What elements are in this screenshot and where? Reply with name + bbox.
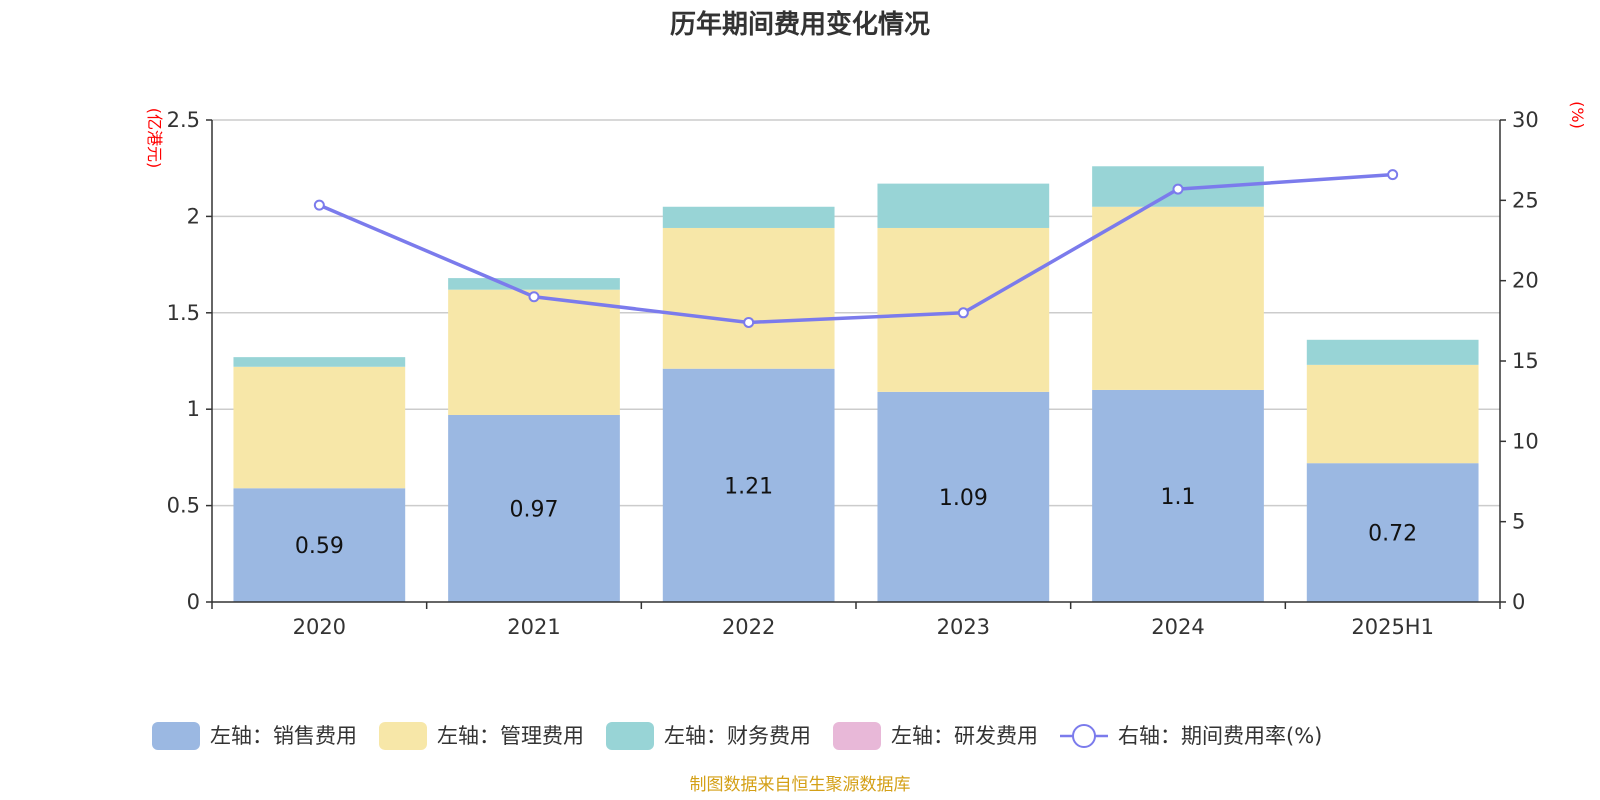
bar-segment <box>662 227 835 369</box>
line-point <box>743 316 755 328</box>
legend-label: 左轴：财务费用 <box>664 724 811 748</box>
x-axis-tick-label: 2022 <box>722 615 775 639</box>
bar-value-label: 1.21 <box>724 474 773 499</box>
legend-swatch <box>606 722 654 750</box>
left-axis-tick-label: 2.5 <box>167 108 200 132</box>
left-axis-tick-label: 0 <box>187 590 200 614</box>
right-axis-tick-label: 30 <box>1512 108 1539 132</box>
gridlines <box>212 119 1500 507</box>
x-axis-tick-label: 2025H1 <box>1351 615 1434 639</box>
axes: 0 0.5 1 1.5 2 2.5 0 5 10 15 20 25 30 (亿港元) (%) 2020 2021… <box>145 101 1587 639</box>
legend-label: 右轴：期间费用率(%) <box>1118 724 1322 748</box>
bar-segment <box>662 206 835 228</box>
bar-segment <box>448 414 620 602</box>
bar-segment <box>233 488 406 602</box>
bar-segment <box>448 278 620 290</box>
x-axis-tick-label: 2021 <box>507 615 560 639</box>
right-axis-tick-label: 0 <box>1512 590 1525 614</box>
bar-segment <box>1306 463 1479 602</box>
expense-rate-line <box>318 172 1393 325</box>
legend: 左轴：销售费用 左轴：管理费用 左轴：财务费用 左轴：研发费用 右轴：期间费用率(%) <box>152 722 1322 750</box>
bar-value-label: 1.09 <box>939 486 988 511</box>
line-series <box>313 169 1399 328</box>
bar-segment <box>233 357 406 367</box>
legend-swatch <box>152 722 200 750</box>
line-point <box>1172 183 1184 195</box>
bar-segment <box>1306 364 1479 464</box>
right-axis-tick-label: 5 <box>1512 510 1525 534</box>
bar-segment <box>1092 389 1264 602</box>
legend-label: 左轴：管理费用 <box>437 724 584 748</box>
legend-marker <box>1072 724 1096 748</box>
right-axis-unit: (%) <box>1568 101 1587 129</box>
line-point <box>957 307 969 319</box>
line-point <box>313 199 325 211</box>
left-axis-tick-label: 0.5 <box>167 494 200 518</box>
bar-segment <box>1092 206 1264 390</box>
right-axis-tick-label: 25 <box>1512 188 1539 212</box>
data-labels: 0.59 0.97 1.21 1.09 1.1 0.72 <box>295 474 1417 559</box>
bar-value-label: 0.97 <box>510 497 559 522</box>
legend-label: 左轴：销售费用 <box>210 724 357 748</box>
bar-value-label: 1.1 <box>1161 485 1196 510</box>
x-axis-tick-label: 2023 <box>937 615 990 639</box>
bar-segment <box>877 183 1050 228</box>
line-point <box>528 291 540 303</box>
left-axis-unit: (亿港元) <box>145 108 164 169</box>
chart-title: 历年期间费用变化情况 <box>670 9 930 40</box>
x-axis-tick-label: 2020 <box>293 615 346 639</box>
right-axis-tick-label: 20 <box>1512 269 1539 293</box>
x-axis-tick-label: 2024 <box>1151 615 1204 639</box>
line-point <box>1387 169 1399 181</box>
bar-series <box>233 166 1479 602</box>
right-axis-tick-label: 15 <box>1512 349 1539 373</box>
legend-swatch <box>379 722 427 750</box>
bar-segment <box>662 368 835 602</box>
left-axis-tick-label: 1 <box>187 397 200 421</box>
bar-segment <box>877 391 1050 602</box>
left-axis-tick-label: 2 <box>187 204 200 228</box>
bar-value-label: 0.72 <box>1368 522 1417 547</box>
source-note: 制图数据来自恒生聚源数据库 <box>690 775 911 795</box>
left-axis-tick-label: 1.5 <box>167 301 200 325</box>
legend-label: 左轴：研发费用 <box>891 724 1038 748</box>
right-axis-tick-label: 10 <box>1512 429 1539 453</box>
legend-swatch <box>833 722 881 750</box>
bar-segment <box>448 289 620 415</box>
bar-value-label: 0.59 <box>295 534 344 559</box>
bar-segment <box>1306 339 1479 365</box>
bar-segment <box>233 366 406 489</box>
